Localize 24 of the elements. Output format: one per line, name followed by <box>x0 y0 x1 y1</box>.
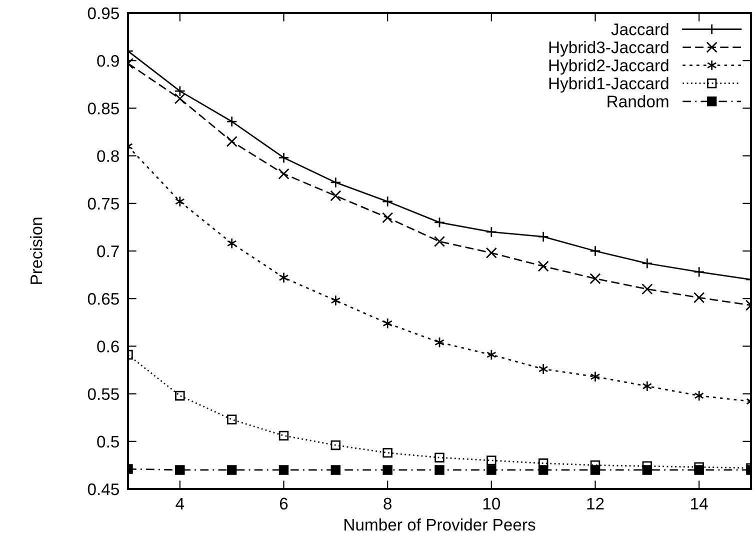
legend-label: Hybrid3-Jaccard <box>549 41 668 57</box>
y-tick-label: 0.55 <box>88 388 119 400</box>
x-tick-label: 14 <box>691 498 708 510</box>
y-tick-label: 0.5 <box>97 436 119 448</box>
y-tick-label: 0.9 <box>97 55 119 67</box>
y-tick-label: 0.8 <box>97 150 119 162</box>
legend-label: Random <box>608 95 668 108</box>
x-tick-label: 12 <box>587 498 604 510</box>
x-tick-label: 10 <box>483 498 500 510</box>
y-axis-title: Precision <box>30 218 42 284</box>
y-tick-label: 0.45 <box>88 483 119 496</box>
legend-label: Hybrid1-Jaccard <box>549 77 668 93</box>
y-tick-label: 0.85 <box>88 102 119 114</box>
y-tick-label: 0.75 <box>88 198 119 210</box>
x-tick-label: 6 <box>280 498 288 510</box>
y-tick-label: 0.65 <box>88 293 119 305</box>
y-tick-label: 0.7 <box>97 245 119 258</box>
y-tick-label: 0.6 <box>97 340 119 352</box>
x-tick-label: 8 <box>384 498 392 510</box>
legend-label: Jaccard <box>611 23 668 36</box>
x-axis-title: Number of Provider Peers <box>344 518 536 531</box>
legend-label: Hybrid2-Jaccard <box>549 59 668 75</box>
x-tick-label: 4 <box>176 498 184 510</box>
y-tick-label: 0.95 <box>88 7 119 20</box>
